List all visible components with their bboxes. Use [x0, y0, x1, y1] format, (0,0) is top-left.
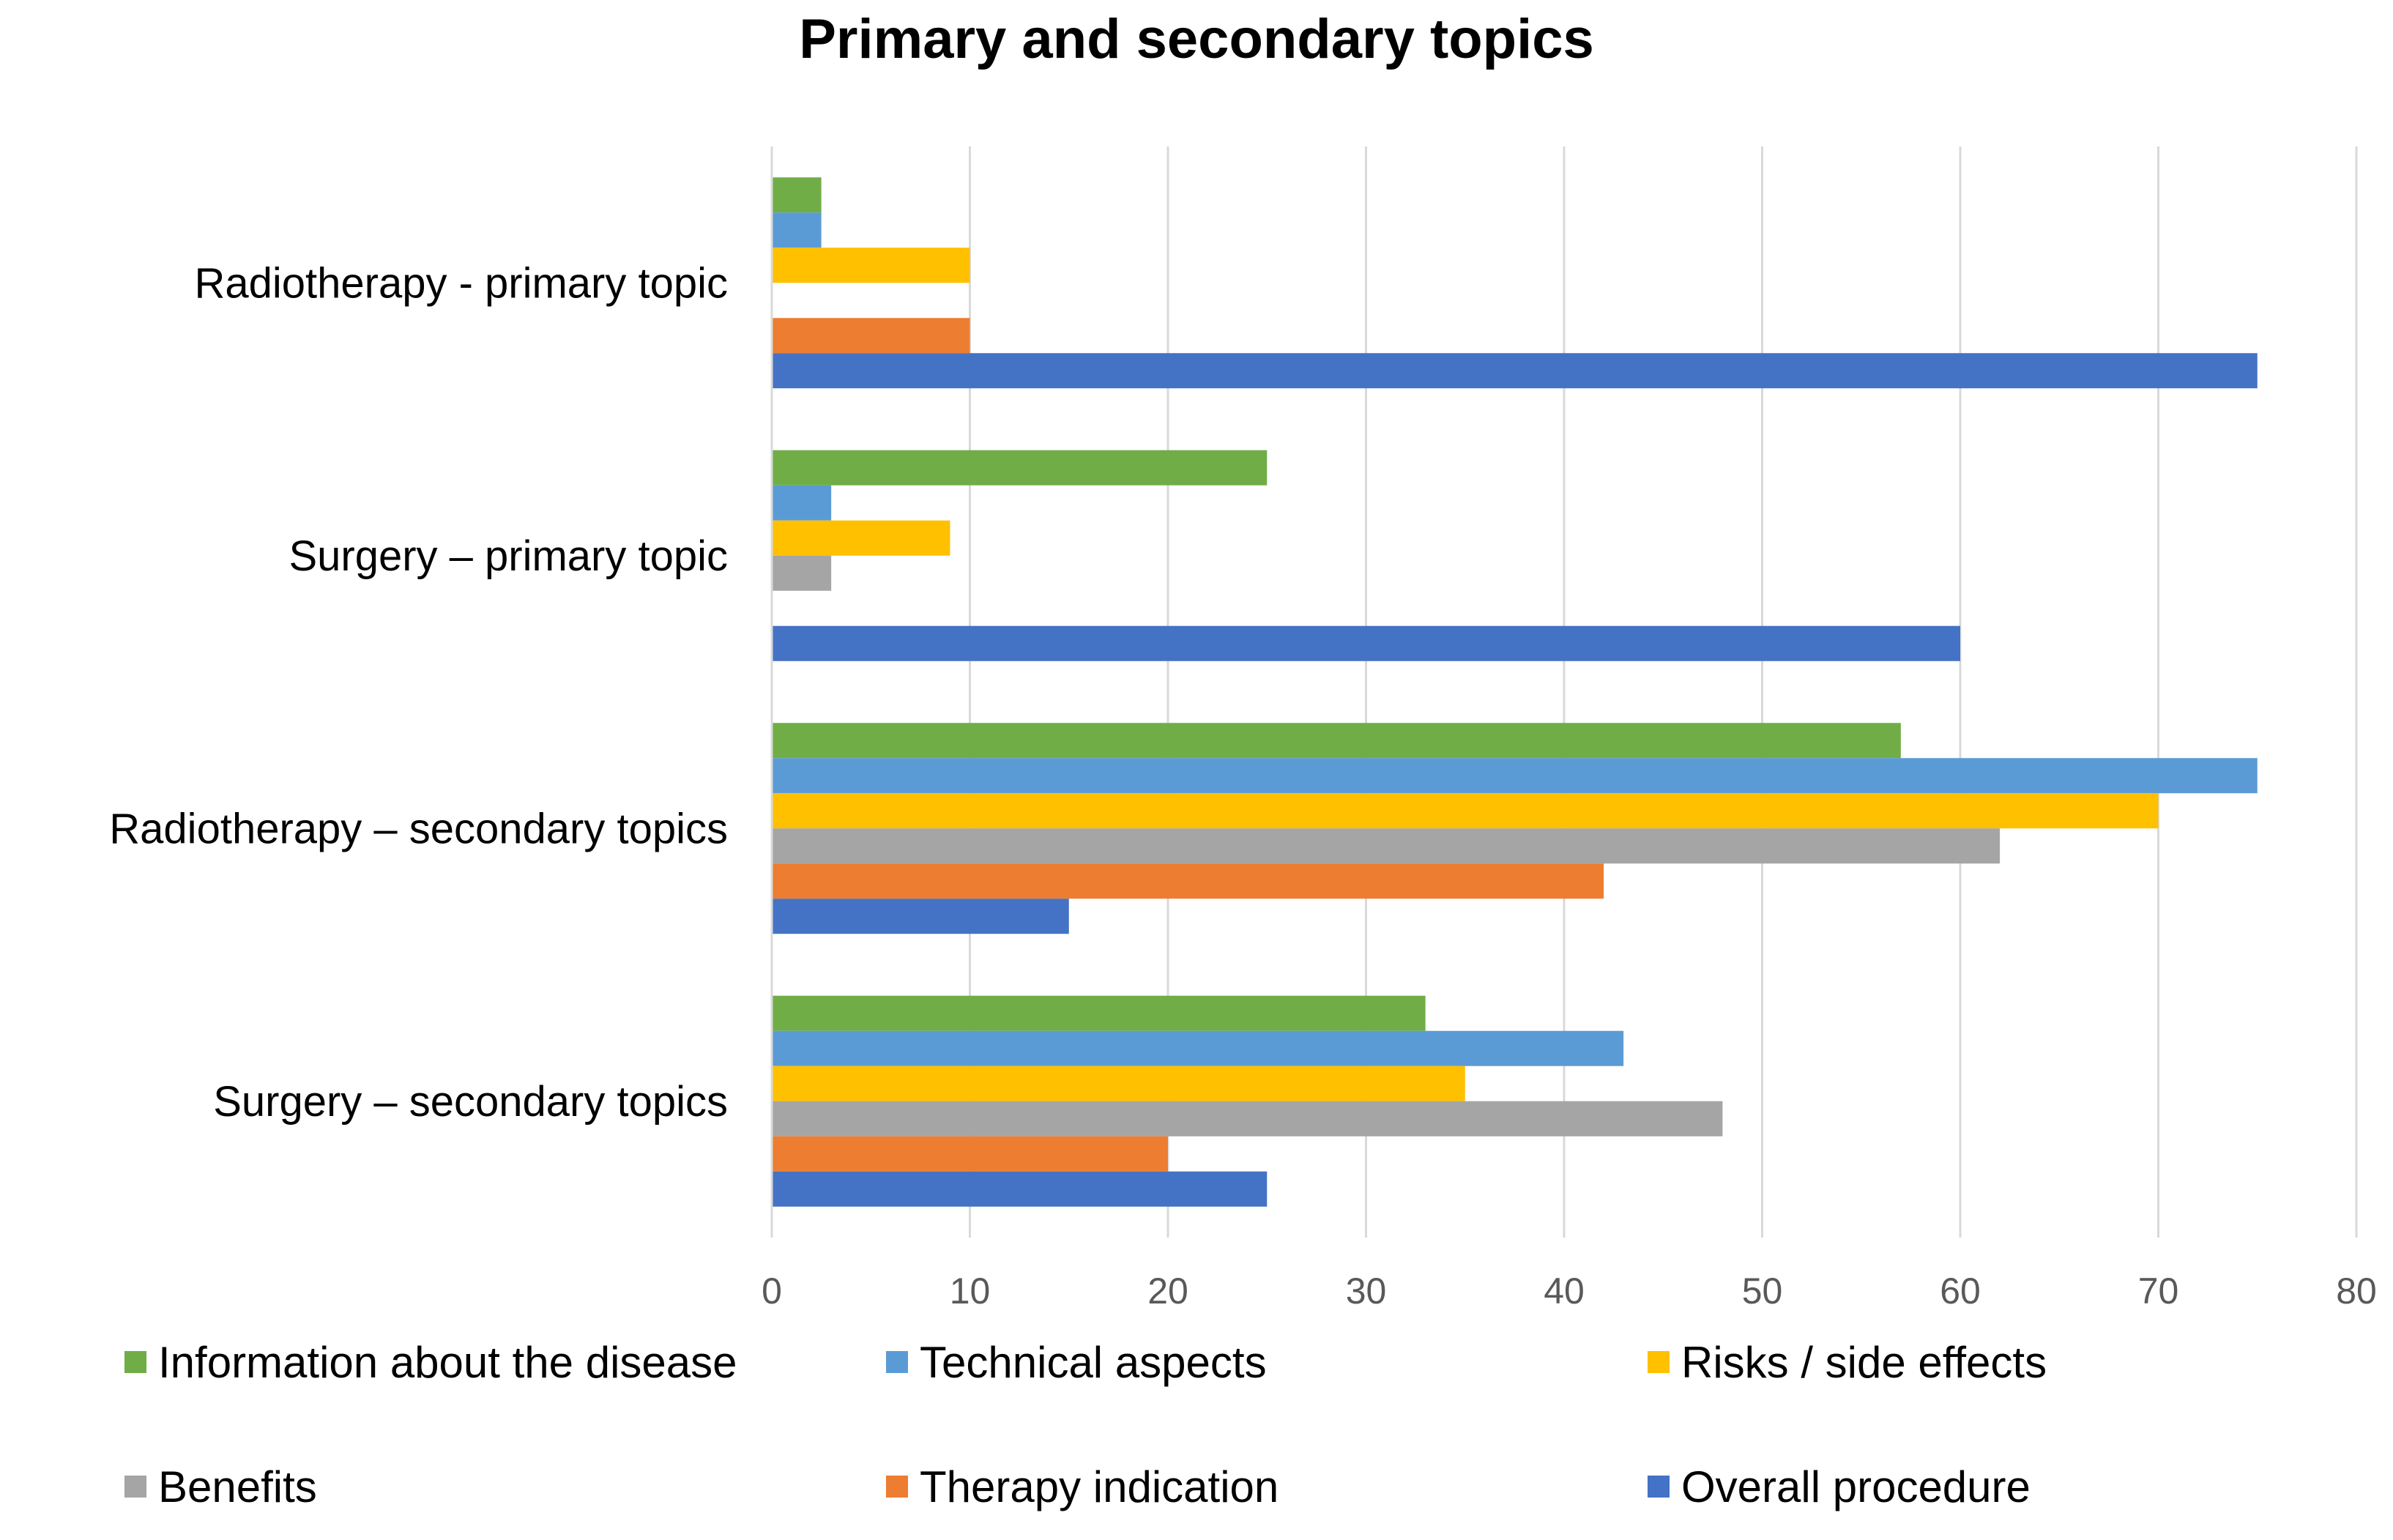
bar-chart: 0 10 20 30 40 50 60 70 80 Radiotherapy - primary … — [109, 146, 2377, 1312]
legend-label: Therapy indication — [920, 1462, 1279, 1511]
legend: Information about the disease Technical a… — [0, 1333, 2393, 1523]
legend-swatch — [1648, 1476, 1670, 1498]
bar — [772, 450, 1268, 486]
bar — [772, 177, 822, 213]
x-tick-label: 70 — [2138, 1271, 2179, 1312]
legend-item: Therapy indication — [886, 1457, 1279, 1516]
bar — [772, 828, 2001, 864]
bar — [772, 1030, 1624, 1066]
bars — [772, 177, 2258, 1207]
x-tick-label: 80 — [2336, 1271, 2377, 1312]
bar — [772, 723, 1901, 759]
bar — [772, 520, 950, 556]
bar — [772, 212, 822, 248]
chart-title: Primary and secondary topics — [799, 8, 1594, 70]
bar — [772, 863, 1604, 899]
legend-swatch — [124, 1476, 146, 1498]
legend-swatch — [886, 1476, 908, 1498]
x-tick-label: 60 — [1940, 1271, 1981, 1312]
bar — [772, 485, 832, 521]
x-tick-label: 0 — [762, 1271, 782, 1312]
bar — [772, 1136, 1168, 1172]
bar — [772, 758, 2258, 794]
legend-item: Information about the disease — [124, 1333, 737, 1391]
x-tick-label: 40 — [1544, 1271, 1585, 1312]
x-tick-label: 50 — [1742, 1271, 1783, 1312]
legend-swatch — [1648, 1351, 1670, 1373]
category-label: Radiotherapy – secondary topics — [109, 805, 728, 852]
bar — [772, 1101, 1723, 1137]
x-tick-label: 10 — [950, 1271, 991, 1312]
bar — [772, 555, 832, 591]
bar — [772, 353, 2258, 389]
bar — [772, 1065, 1465, 1101]
category-label: Radiotherapy - primary topic — [194, 259, 728, 307]
legend-label: Risks / side effects — [1681, 1337, 2047, 1387]
bar — [772, 1171, 1268, 1207]
legend-swatch — [886, 1351, 908, 1373]
legend-swatch — [124, 1351, 146, 1373]
x-tick-label: 30 — [1346, 1271, 1387, 1312]
bar — [772, 625, 1960, 661]
legend-item: Overall procedure — [1648, 1457, 2031, 1516]
bar — [772, 318, 970, 354]
bar — [772, 793, 2159, 829]
legend-item: Risks / side effects — [1648, 1333, 2047, 1391]
category-label: Surgery – primary topic — [289, 532, 728, 580]
bar — [772, 995, 1426, 1031]
x-tick-label: 20 — [1147, 1271, 1188, 1312]
legend-label: Overall procedure — [1681, 1462, 2031, 1511]
labels: 0 10 20 30 40 50 60 70 80 Radiotherapy - primary … — [109, 259, 2377, 1312]
legend-item: Benefits — [124, 1457, 317, 1516]
legend-label: Benefits — [158, 1462, 317, 1511]
bar — [772, 899, 1069, 934]
legend-item: Technical aspects — [886, 1333, 1267, 1391]
legend-label: Information about the disease — [158, 1337, 737, 1387]
legend-label: Technical aspects — [920, 1337, 1267, 1387]
category-label: Surgery – secondary topics — [213, 1078, 728, 1126]
bar — [772, 248, 970, 283]
